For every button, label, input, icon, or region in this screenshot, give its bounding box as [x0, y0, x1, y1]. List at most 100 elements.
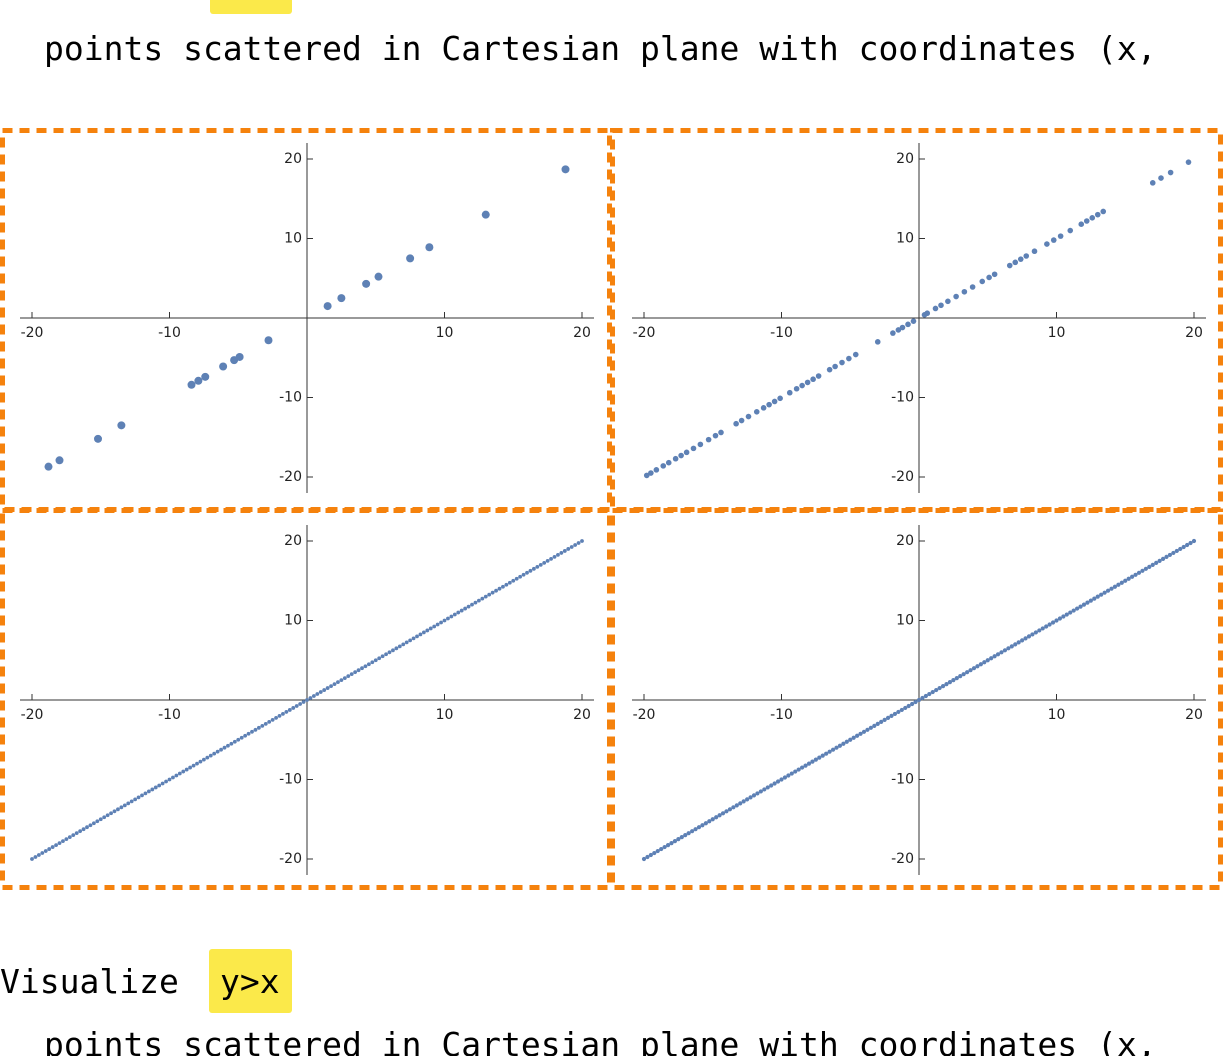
x-tick-label: -10: [158, 707, 181, 723]
point: [910, 701, 915, 707]
point: [1150, 562, 1155, 567]
y-tick-label: 20: [896, 151, 914, 167]
point: [542, 560, 547, 565]
point: [1130, 574, 1135, 579]
point: [150, 787, 155, 792]
point: [1078, 604, 1083, 609]
point: [979, 278, 986, 285]
panel-border: [610, 508, 1223, 890]
point: [61, 839, 65, 844]
point: [353, 670, 358, 675]
point: [717, 813, 722, 818]
point: [119, 805, 124, 810]
point: [927, 691, 932, 697]
point: [391, 648, 395, 653]
point: [779, 777, 784, 782]
y-tick-label: 10: [284, 613, 302, 629]
prompt: Visualize: [0, 962, 179, 1001]
point: [954, 676, 959, 681]
y-tick-label: 20: [284, 533, 302, 549]
point: [67, 835, 72, 840]
point: [1081, 602, 1087, 607]
point: [421, 630, 426, 635]
panel-border: [0, 128, 612, 512]
point: [205, 755, 210, 760]
point: [1123, 578, 1128, 583]
point: [858, 731, 863, 736]
point: [1126, 576, 1131, 581]
point: [117, 421, 126, 430]
point: [1112, 584, 1118, 589]
point: [177, 771, 182, 776]
point: [504, 582, 509, 587]
point: [841, 741, 846, 746]
point: [456, 610, 461, 615]
point: [171, 775, 175, 780]
point: [676, 837, 681, 842]
point: [466, 604, 471, 609]
point: [879, 719, 884, 724]
point: [868, 725, 873, 730]
point: [545, 558, 550, 563]
point: [470, 602, 474, 607]
point: [830, 747, 836, 752]
y-tick-label: -20: [891, 469, 914, 485]
point: [683, 449, 690, 456]
point: [1017, 256, 1024, 262]
point: [281, 712, 285, 716]
point: [291, 706, 296, 710]
point: [1023, 636, 1028, 641]
x-tick-label: -20: [21, 325, 44, 341]
point: [109, 811, 113, 816]
point: [133, 797, 138, 802]
point: [804, 379, 811, 386]
point: [122, 803, 127, 808]
point: [874, 339, 881, 345]
point: [731, 805, 736, 810]
point: [91, 821, 96, 826]
point: [690, 829, 695, 834]
point: [965, 670, 970, 675]
point: [346, 674, 351, 679]
point: [1102, 590, 1107, 595]
point: [174, 773, 179, 778]
point: [1188, 540, 1193, 546]
point: [834, 745, 839, 750]
point: [243, 733, 248, 738]
point: [846, 355, 852, 362]
panel-border: [610, 128, 1223, 512]
point: [1088, 598, 1093, 603]
point: [518, 574, 523, 579]
point: [975, 664, 980, 669]
point: [215, 749, 220, 754]
point: [703, 821, 708, 826]
point: [535, 564, 540, 569]
point: [969, 284, 976, 290]
point: [855, 733, 860, 738]
point: [1140, 568, 1145, 573]
point: [820, 753, 825, 758]
point: [487, 592, 492, 597]
point: [260, 723, 265, 728]
point: [945, 298, 951, 305]
point: [999, 650, 1004, 655]
point: [786, 389, 793, 396]
point: [1002, 648, 1008, 653]
point: [889, 713, 894, 719]
point: [793, 385, 800, 392]
point: [738, 801, 743, 806]
point: [140, 793, 144, 798]
point: [476, 598, 481, 603]
point: [827, 749, 832, 754]
point: [806, 761, 812, 766]
x-tick-label: 20: [573, 707, 591, 723]
point: [143, 791, 148, 796]
point: [686, 831, 691, 836]
x-tick-label: 20: [1185, 707, 1203, 723]
point: [659, 846, 664, 852]
point: [473, 600, 478, 605]
point: [1147, 564, 1152, 569]
point: [803, 763, 808, 768]
point: [250, 729, 254, 734]
point: [1054, 618, 1059, 623]
